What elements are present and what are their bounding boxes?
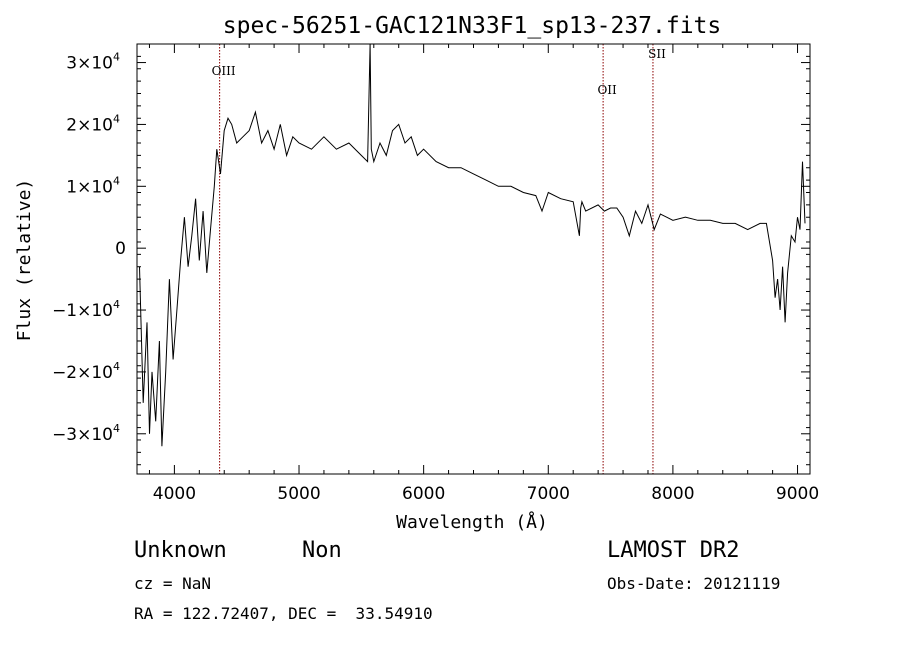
plot-frame xyxy=(136,43,811,475)
y-axis-label: Flux (relative) xyxy=(14,179,35,342)
x-tick-label: 5000 xyxy=(277,484,320,504)
survey-name: LAMOST DR2 xyxy=(607,538,740,563)
y-axis: 3×104 2×104 1×104 0 −1×104 −2×104 −3×104 xyxy=(52,51,810,466)
x-tick-label: 7000 xyxy=(527,484,570,504)
x-tick-label: 6000 xyxy=(402,484,445,504)
spectrum-series-line xyxy=(139,43,806,447)
object-class: Unknown xyxy=(134,538,227,563)
x-tick-label: 8000 xyxy=(651,484,694,504)
y-tick-label: 2×104 xyxy=(66,112,120,135)
y-tick-label: 0 xyxy=(115,239,126,259)
x-tick-label: 4000 xyxy=(153,484,196,504)
x-axis-label: Wavelength (Å) xyxy=(396,511,548,533)
observation-date: Obs-Date: 20121119 xyxy=(607,574,781,593)
y-tick-label: 1×104 xyxy=(66,174,120,197)
ra-dec-coordinates: RA = 122.72407, DEC = 33.54910 xyxy=(134,604,433,623)
object-subclass: Non xyxy=(302,538,342,563)
x-tick-label: 9000 xyxy=(776,484,819,504)
x-axis: 4000 5000 6000 7000 8000 9000 xyxy=(148,44,819,504)
chart-title: spec-56251-GAC121N33F1_sp13-237.fits xyxy=(223,13,722,39)
emission-line-label: SII xyxy=(648,47,666,61)
y-tick-label: −2×104 xyxy=(52,360,120,383)
y-tick-label: −3×104 xyxy=(52,422,120,445)
y-tick-label: 3×104 xyxy=(66,51,120,74)
y-tick-label: −1×104 xyxy=(52,298,120,321)
emission-line-label: OIII xyxy=(212,64,236,78)
redshift-cz: cz = NaN xyxy=(134,574,212,593)
emission-line-label: OII xyxy=(597,83,617,97)
emission-line-markers: OIII OII SII xyxy=(212,44,666,474)
